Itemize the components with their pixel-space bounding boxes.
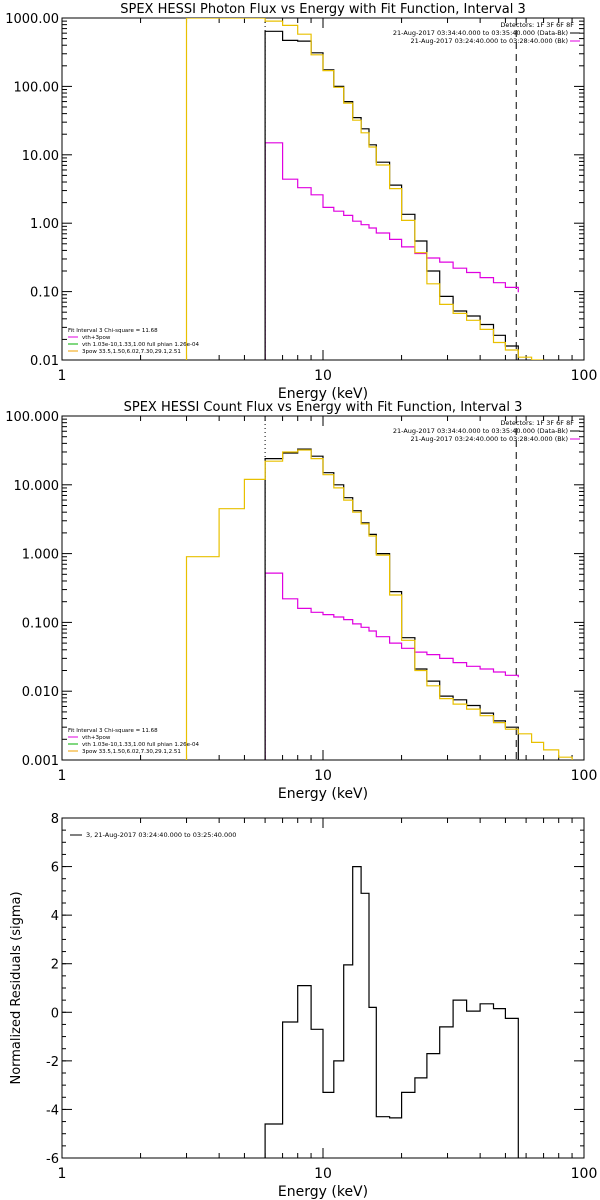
- chart-title: SPEX HESSI Photon Flux vs Energy with Fi…: [120, 2, 526, 17]
- y-tick-label: 8: [51, 812, 59, 827]
- y-tick-label: -6: [46, 1152, 59, 1167]
- y-tick-label: 100.000: [5, 410, 59, 425]
- series-total-line: [185, 18, 544, 360]
- x-tick-label: 10: [314, 768, 332, 784]
- y-tick-label: 4: [51, 909, 59, 924]
- x-tick-label: 100: [571, 368, 598, 384]
- residuals-panel: 1 10 100 Energy (keV) 8 6 4 2 0 -2 -4 -6 Normalized …: [9, 812, 597, 1200]
- y-tick-label: 1.000: [22, 548, 59, 563]
- x-tick-label: 100: [571, 1166, 598, 1182]
- y-tick-label: -2: [46, 1055, 59, 1070]
- y-tick-label: 10.000: [14, 479, 60, 494]
- legend-text: 21-Aug-2017 03:24:40.000 to 03:28:40.000…: [411, 37, 568, 45]
- y-tick-label: 0: [51, 1006, 59, 1021]
- y-tick-label: 0.10: [30, 286, 59, 301]
- x-tick-label: 10: [314, 368, 332, 384]
- legend-text: Fit Interval 3 Chi-square = 11.68: [68, 328, 158, 334]
- legend-text: 21-Aug-2017 03:34:40.000 to 03:35:40.000…: [393, 427, 568, 435]
- x-axis-label: Energy (keV): [278, 386, 368, 402]
- y-tick-label: 0.100: [22, 616, 59, 631]
- y-tick-label: 0.01: [30, 354, 59, 369]
- y-tick-label: 1000.00: [5, 12, 59, 27]
- legend-text: Detectors: 1F 3F 6F 8F: [500, 419, 574, 427]
- x-axis-label: Energy (keV): [278, 1184, 368, 1200]
- x-tick-label: 1: [58, 368, 67, 384]
- series-black-line: [264, 448, 519, 760]
- y-axis-label: Normalized Residuals (sigma): [9, 891, 24, 1084]
- x-axis-label: Energy (keV): [278, 786, 368, 802]
- legend-text: vth+3pow: [82, 335, 111, 341]
- y-tick-label: -4: [46, 1103, 59, 1118]
- y-tick-label: 100.00: [14, 80, 60, 95]
- y-tick-label: 6: [51, 861, 59, 876]
- legend-text: vth+3pow: [82, 735, 111, 741]
- plot-frame: [61, 817, 585, 1159]
- y-tick-label: 0.010: [22, 685, 59, 700]
- y-tick-label: 1.00: [30, 217, 59, 232]
- chart-title: SPEX HESSI Count Flux vs Energy with Fit…: [124, 400, 523, 415]
- x-tick-label: 1: [58, 768, 67, 784]
- photon-flux-panel: SPEX HESSI Photon Flux vs Energy with Fi…: [5, 2, 597, 402]
- y-tick-label: 2: [51, 958, 59, 973]
- legend-text: Detectors: 1F 3F 6F 8F: [500, 21, 574, 29]
- series-black-line: [264, 866, 519, 1158]
- x-tick-label: 100: [571, 768, 598, 784]
- legend-text: 3pow 33.5,1.50,6.02,7.30,29.1,2.51: [82, 749, 181, 755]
- legend-text: 3pow 33.5,1.50,6.02,7.30,29.1,2.51: [82, 349, 181, 355]
- legend-text: Fit Interval 3 Chi-square = 11.68: [68, 728, 158, 734]
- legend-text: 3, 21-Aug-2017 03:24:40.000 to 03:25:40.…: [86, 831, 236, 839]
- x-tick-label: 10: [314, 1166, 332, 1182]
- legend-text: vth 1.03e-10,1.33,1.00 full phian 1.26e-…: [82, 342, 199, 348]
- count-flux-panel: SPEX HESSI Count Flux vs Energy with Fit…: [5, 400, 597, 802]
- series-bk-line: [264, 142, 519, 360]
- y-tick-label: 0.001: [22, 754, 59, 769]
- x-tick-label: 1: [58, 1166, 67, 1182]
- legend-text: vth 1.03e-10,1.33,1.00 full phian 1.26e-…: [82, 742, 199, 748]
- series-total-line: [185, 449, 573, 760]
- series-bk-line: [264, 572, 519, 760]
- legend-text: 21-Aug-2017 03:24:40.000 to 03:28:40.000…: [411, 435, 568, 443]
- series-black-line: [264, 30, 519, 360]
- y-tick-label: 10.00: [22, 149, 59, 164]
- legend-text: 21-Aug-2017 03:34:40.000 to 03:35:40.000…: [393, 29, 568, 37]
